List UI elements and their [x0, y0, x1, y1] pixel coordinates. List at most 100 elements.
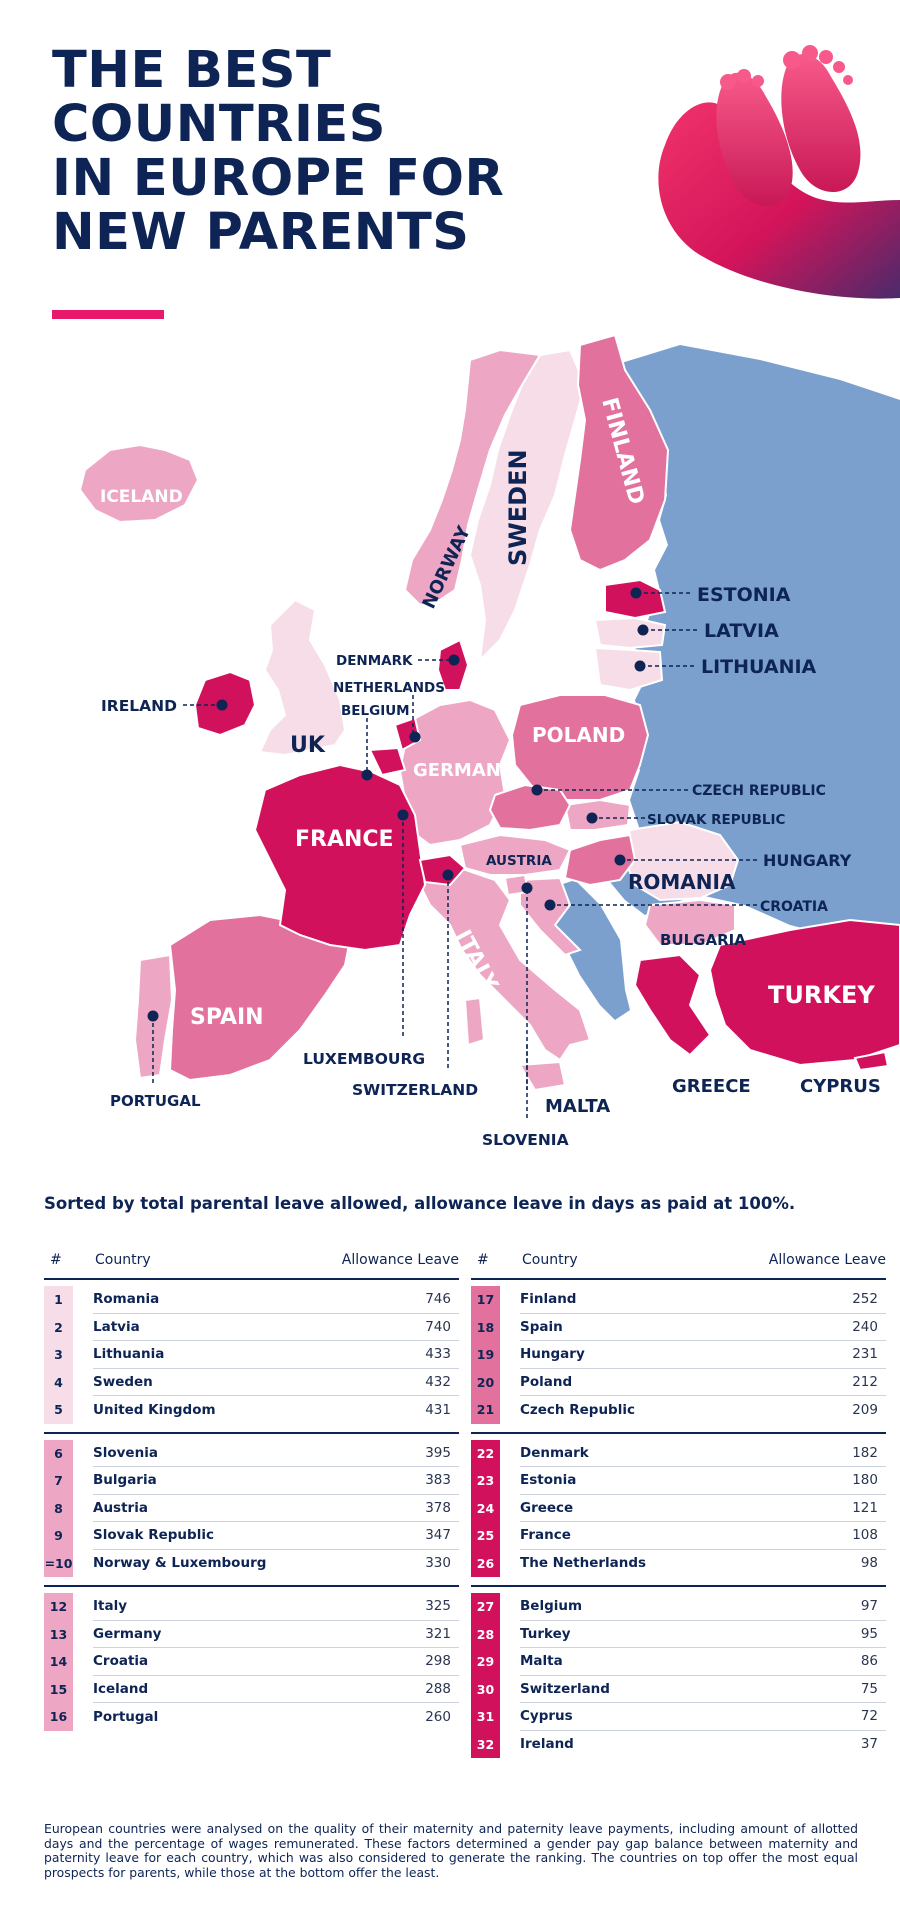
marker-croatia: [544, 899, 556, 911]
country-name: Turkey: [520, 1621, 798, 1648]
map-norway: [403, 348, 542, 607]
allowance-days: 98: [860, 1555, 878, 1572]
label-sweden: SWEDEN: [504, 449, 532, 566]
marker-luxembourg: [397, 809, 409, 821]
rank-badge: =10: [44, 1549, 73, 1577]
toe: [833, 61, 845, 73]
allowance-days: 212: [798, 1369, 886, 1396]
table-group: 27 Belgium 97 28 Turkey 95 29 Malta 86 30 Switzerl…: [471, 1587, 886, 1766]
map-sicily: [518, 1060, 567, 1092]
country-name: Slovenia: [93, 1440, 371, 1467]
label-uk: UK: [290, 733, 326, 758]
baby-foot-left: [716, 72, 793, 207]
table-row: 5 United Kingdom 431: [44, 1396, 459, 1424]
allowance-days: 321: [371, 1621, 459, 1648]
allowance-days: 288: [371, 1676, 459, 1703]
toe: [752, 75, 764, 87]
rank-badge: 32: [471, 1730, 500, 1758]
toe: [843, 75, 853, 85]
country-name: Ireland: [520, 1736, 574, 1753]
table-row: 19 Hungary 231: [471, 1341, 886, 1369]
table-row: 4 Sweden 432: [44, 1368, 459, 1396]
table-row: 7 Bulgaria 383: [44, 1467, 459, 1495]
rank-badge: 31: [471, 1703, 500, 1731]
map-romania: [623, 820, 740, 902]
label-latvia: LATVIA: [704, 620, 779, 642]
allowance-days: 347: [371, 1522, 459, 1550]
table-row: 8 Austria 378: [44, 1494, 459, 1522]
table-group: 6 Slovenia 395 7 Bulgaria 383 8 Austria 378 9 Slov…: [44, 1434, 459, 1587]
label-luxembourg: LUXEMBOURG: [303, 1050, 425, 1068]
map-hungary: [563, 833, 637, 887]
rank-badge: 19: [471, 1341, 500, 1369]
map-greece: [633, 953, 712, 1057]
label-denmark: DENMARK: [336, 653, 413, 669]
allowance-days: 740: [371, 1314, 459, 1341]
title-line: NEW PARENTS: [52, 203, 470, 262]
toe: [737, 69, 751, 83]
map-austria: [458, 833, 572, 876]
table-row: 16 Portugal 260: [44, 1703, 459, 1731]
ranking-table-right: # Country Allowance Leave 17 Finland 252 18…: [471, 1240, 886, 1766]
map-sardinia: [463, 996, 486, 1047]
country-name: Slovak Republic: [93, 1522, 371, 1550]
table-row: 9 Slovak Republic 347: [44, 1522, 459, 1550]
map-finland: [568, 333, 670, 572]
country-name: Hungary: [520, 1341, 798, 1369]
table-subtitle: Sorted by total parental leave allowed, …: [44, 1194, 796, 1213]
label-slovak: SLOVAK REPUBLIC: [647, 812, 785, 828]
table-row: 21 Czech Republic 209: [471, 1396, 886, 1424]
table-row: 2 Latvia 740: [44, 1313, 459, 1341]
allowance-days: 378: [371, 1495, 459, 1522]
rank-badge: 25: [471, 1522, 500, 1550]
label-spain: SPAIN: [190, 1005, 264, 1030]
allowance-days: 431: [425, 1401, 451, 1418]
map-italy: [418, 866, 592, 1062]
table-row: 18 Spain 240: [471, 1313, 886, 1341]
label-greece: GREECE: [672, 1076, 751, 1097]
rank-badge: 24: [471, 1494, 500, 1522]
rank-badge: 17: [471, 1286, 500, 1314]
allowance-days: 240: [798, 1314, 886, 1341]
marker-belgium: [361, 769, 373, 781]
map-czech: [488, 783, 572, 832]
rank-badge: 29: [471, 1648, 500, 1676]
label-iceland: ICELAND: [100, 487, 183, 507]
marker-lithuania: [634, 660, 646, 672]
table-row: 25 France 108: [471, 1522, 886, 1550]
rank-badge: 28: [471, 1620, 500, 1648]
country-name: The Netherlands: [520, 1555, 647, 1572]
table-row: 17 Finland 252: [471, 1286, 886, 1314]
label-portugal: PORTUGAL: [110, 1092, 201, 1110]
baby-foot-right: [781, 54, 861, 193]
label-croatia: CROATIA: [760, 899, 828, 915]
country-name: Czech Republic: [520, 1401, 635, 1418]
map-estonia: [604, 578, 667, 620]
title-line: THE BEST: [52, 41, 332, 100]
rank-badge: 2: [44, 1313, 73, 1341]
header-rank: #: [50, 1252, 62, 1268]
table-row: 22 Denmark 182: [471, 1439, 886, 1467]
ranking-table-left: # Country Allowance Leave 1 Romania 746 2 La…: [44, 1240, 459, 1739]
country-name: Germany: [93, 1621, 371, 1648]
toe: [802, 45, 818, 61]
allowance-days: 72: [798, 1703, 886, 1731]
allowance-days: 209: [852, 1401, 878, 1418]
rank-badge: 16: [44, 1703, 73, 1731]
country-name: Austria: [93, 1495, 371, 1522]
label-belgium: BELGIUM: [341, 703, 410, 719]
table-group: 22 Denmark 182 23 Estonia 180 24 Greece 121 25 Fra…: [471, 1434, 886, 1587]
rank-badge: 18: [471, 1313, 500, 1341]
table-body: 1 Romania 746 2 Latvia 740 3 Lithuania 433 4 Swede…: [44, 1280, 459, 1739]
map-iceland: [78, 443, 200, 524]
table-body: 17 Finland 252 18 Spain 240 19 Hungary 231 20 Pola…: [471, 1280, 886, 1766]
label-ireland: IRELAND: [101, 697, 177, 715]
table-row: 32 Ireland 37: [471, 1730, 886, 1758]
country-name: Malta: [520, 1648, 798, 1676]
table-row: 12 Italy 325: [44, 1593, 459, 1621]
marker-switzerland: [442, 869, 454, 881]
methodology-footnote: European countries were analysed on the …: [44, 1821, 858, 1880]
country-name: Cyprus: [520, 1703, 798, 1731]
header-allowance-leave: Allowance Leave: [341, 1252, 459, 1268]
country-name: Belgium: [520, 1593, 798, 1621]
